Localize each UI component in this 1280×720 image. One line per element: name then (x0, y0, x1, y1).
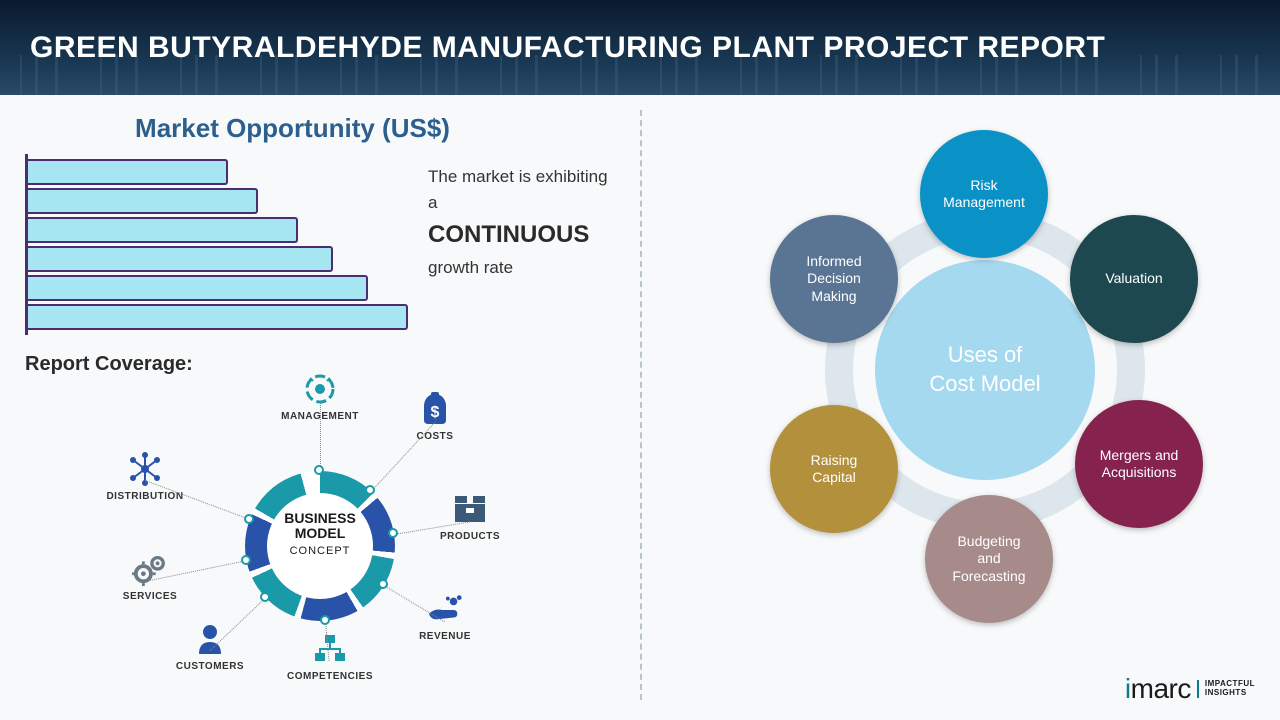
cost-node-informed-decision-making: InformedDecisionMaking (770, 215, 898, 343)
coverage-item-services: SERVICES (100, 551, 200, 602)
ring-connector-dot (320, 615, 330, 625)
business-model-center-label: BUSINESS MODEL CONCEPT (270, 511, 370, 557)
ring-connector-dot (241, 555, 251, 565)
svg-text:$: $ (431, 404, 440, 421)
business-model-diagram: BUSINESS MODEL CONCEPT MANAGEMENT$COSTSP… (85, 366, 585, 686)
growth-post: growth rate (428, 258, 513, 277)
market-bar (28, 159, 228, 185)
market-bar (28, 246, 333, 272)
content-area: Market Opportunity (US$) The market is e… (0, 95, 1280, 720)
coverage-item-competencies: COMPETENCIES (280, 631, 380, 682)
ring-connector-dot (244, 514, 254, 524)
ring-connector-dot (365, 485, 375, 495)
coverage-item-label: DISTRIBUTION (106, 491, 183, 502)
coverage-item-costs: $COSTS (385, 391, 485, 442)
header-banner: GREEN BUTYRALDEHYDE MANUFACTURING PLANT … (0, 0, 1280, 95)
ring-connector-dot (388, 528, 398, 538)
coverage-item-products: PRODUCTS (420, 491, 520, 542)
ring-connector-dot (314, 465, 324, 475)
coverage-item-label: SERVICES (123, 591, 177, 602)
coverage-item-label: PRODUCTS (440, 531, 500, 542)
gears-icon (132, 551, 168, 587)
coverage-item-revenue: REVENUE (395, 591, 495, 642)
market-bar (28, 188, 258, 214)
market-opportunity-title: Market Opportunity (US$) (0, 113, 620, 144)
cost-node-mergers-and-acquisitions: Mergers andAcquisitions (1075, 400, 1203, 528)
left-panel: Market Opportunity (US$) The market is e… (0, 95, 640, 720)
growth-text: The market is exhibiting a CONTINUOUS gr… (428, 154, 620, 281)
market-bar (28, 304, 408, 330)
cost-node-raising-capital: RaisingCapital (770, 405, 898, 533)
market-bar (28, 217, 298, 243)
cost-node-risk-management: RiskManagement (920, 130, 1048, 258)
market-bar (28, 275, 368, 301)
cost-node-valuation: Valuation (1070, 215, 1198, 343)
ring-connector-dot (378, 579, 388, 589)
connector-line (320, 401, 321, 471)
coverage-item-label: CUSTOMERS (176, 661, 244, 672)
market-chart-area: The market is exhibiting a CONTINUOUS gr… (25, 154, 620, 335)
report-title: GREEN BUTYRALDEHYDE MANUFACTURING PLANT … (30, 31, 1105, 65)
coverage-item-customers: CUSTOMERS (160, 621, 260, 672)
ring-connector-dot (260, 592, 270, 602)
coverage-item-label: REVENUE (419, 631, 471, 642)
right-panel: Uses ofCost Model imarc IMPACTFUL INSIGH… (640, 95, 1280, 720)
cost-model-center: Uses ofCost Model (875, 260, 1095, 480)
bar-chart (25, 154, 408, 335)
coverage-item-label: COMPETENCIES (287, 671, 373, 682)
network-icon (127, 451, 163, 487)
brand-name: imarc (1125, 673, 1191, 705)
growth-pre: The market is exhibiting a (428, 167, 608, 212)
org-icon (312, 631, 348, 667)
brand-tagline: IMPACTFUL INSIGHTS (1197, 680, 1255, 698)
hand-icon (427, 591, 463, 627)
cost-node-budgeting-and-forecasting: BudgetingandForecasting (925, 495, 1053, 623)
brand-logo: imarc IMPACTFUL INSIGHTS (1125, 673, 1255, 705)
growth-emphasis: CONTINUOUS (428, 217, 620, 253)
